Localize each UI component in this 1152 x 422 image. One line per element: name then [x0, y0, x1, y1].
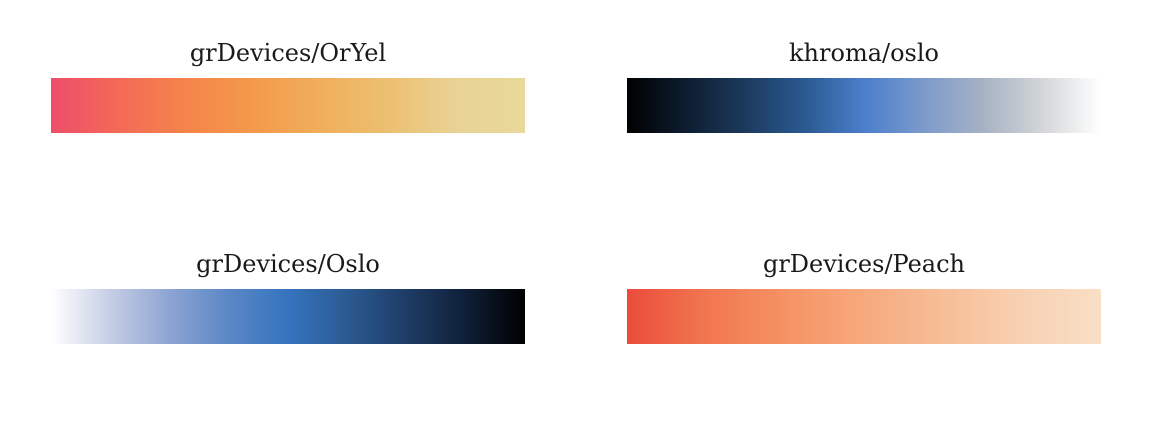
- palette-gradient-swatch: [627, 78, 1101, 133]
- palette-title: grDevices/Oslo: [196, 250, 380, 278]
- palette-gradient-swatch: [627, 289, 1101, 344]
- palette-title: grDevices/Peach: [762, 250, 966, 278]
- palette-title: khroma/oslo: [789, 39, 939, 67]
- palette-title: grDevices/OrYel: [189, 39, 387, 67]
- palette-gradient-swatch: [51, 78, 525, 133]
- palette-gradient-swatch: [51, 289, 525, 344]
